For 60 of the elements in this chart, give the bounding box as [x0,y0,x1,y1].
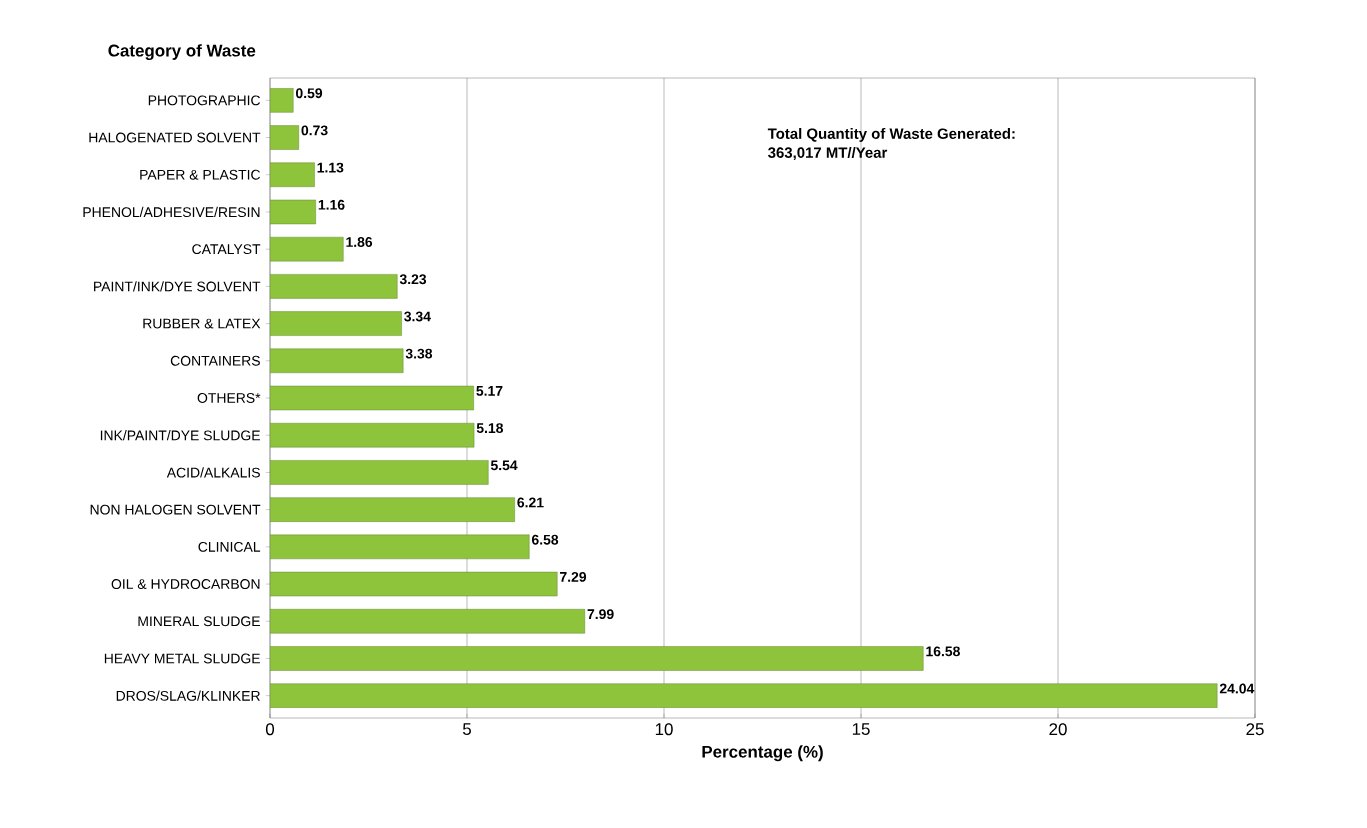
data-label: 1.13 [317,162,344,173]
bar [270,88,294,113]
bar [270,646,924,671]
bar [270,348,404,373]
y-tick-label: NON HALOGEN SOLVENT [90,504,261,515]
bar [270,423,475,448]
data-label: 24.04 [1219,683,1255,694]
bar [270,571,558,597]
y-tick-label: CATALYST [192,244,261,255]
data-label: 3.34 [404,311,431,322]
x-axis-title: Percentage (%) [702,745,823,762]
bar [270,683,1218,708]
bar [270,497,515,522]
x-tick-label: 10 [655,723,673,736]
data-label: 6.21 [517,497,544,508]
data-label: 3.38 [405,348,433,359]
bar [270,274,398,299]
x-tick-label: 0 [265,723,275,736]
x-tick-label: 20 [1049,723,1067,736]
bar [270,534,530,560]
annotation: Total Quantity of Waste Generated: [767,127,1015,142]
data-label: 5.17 [476,386,503,396]
y-tick-label: DROS/SLAG/KLINKER [116,690,260,701]
data-label: 5.54 [490,460,518,471]
y-axis-title: Category of Waste [108,44,256,61]
y-tick-label: PHOTOGRAPHIC [148,95,261,106]
data-label: 5.18 [476,423,504,434]
data-label: 1.16 [318,199,345,210]
annotation: 363,017 MT//Year [768,146,888,161]
x-tick-label: 5 [462,723,471,736]
x-tick-label: 15 [852,723,870,736]
data-label: 0.73 [301,125,328,136]
y-tick-label: PHENOL/ADHESIVE/RESIN [83,206,260,218]
y-tick-label: INK/PAINT/DYE SLUDGE [100,430,260,441]
y-tick-label: ACID/ALKALIS [166,467,260,478]
bar [270,385,474,411]
bar [270,460,489,485]
data-label: 16.58 [926,646,960,657]
y-tick-label: PAINT/INK/DYE SOLVENT [94,281,261,292]
y-tick-label: OIL & HYDROCARBON [111,579,260,589]
y-tick-label: PAPER & PLASTIC [140,169,261,180]
data-label: 1.86 [346,237,373,247]
data-label: 3.23 [399,274,427,285]
data-label: 0.59 [295,88,323,99]
y-tick-label: MINERAL SLUDGE [138,616,260,627]
y-tick-label: OTHERS* [197,393,261,403]
y-tick-label: RUBBER & LATEX [143,318,261,329]
y-tick-label: HALOGENATED SOLVENT [89,132,261,143]
x-tick-label: 25 [1246,723,1264,736]
data-label: 7.29 [560,571,587,582]
bar [270,236,344,262]
y-tick-label: CLINICAL [198,541,261,552]
y-tick-label: HEAVY METAL SLUDGE [104,653,260,664]
bar [270,162,315,187]
y-tick-label: CONTAINERS [170,355,260,366]
data-label: 7.99 [587,609,614,620]
bar [270,125,299,150]
bar [270,609,586,634]
data-label: 6.58 [531,534,559,545]
bar [270,311,402,336]
